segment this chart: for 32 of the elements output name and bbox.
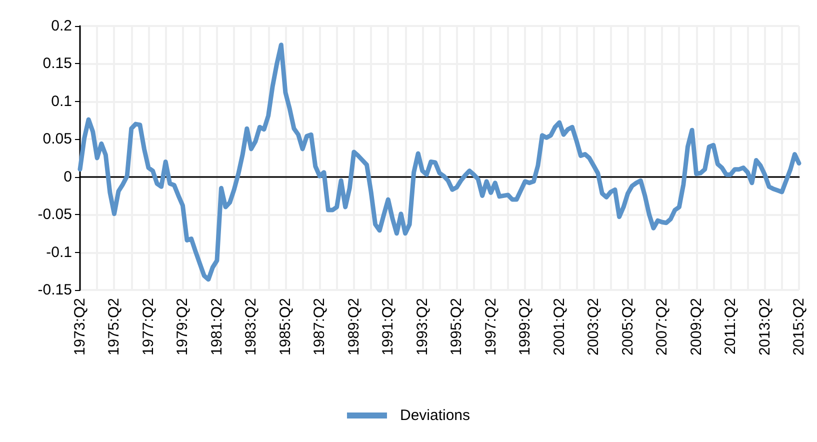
y-tick-label: 0.2 <box>51 18 72 34</box>
y-tick-label: -0.05 <box>38 206 72 224</box>
x-tick-label: 2011:Q2 <box>722 298 740 354</box>
x-tick-label: 1973:Q2 <box>72 298 88 356</box>
legend-label: Deviations <box>400 407 470 424</box>
x-tick-label: 1975:Q2 <box>106 298 123 356</box>
y-tick-label: -0.15 <box>38 282 72 298</box>
y-tick-label: 0.05 <box>42 130 72 148</box>
x-tick-label: 1985:Q2 <box>276 298 294 356</box>
x-tick-label: 1999:Q2 <box>516 298 534 356</box>
x-tick-label: 2001:Q2 <box>550 298 568 356</box>
x-tick-label: 2013:Q2 <box>756 298 774 356</box>
x-tick-label: 1997:Q2 <box>482 298 500 356</box>
x-tick-label: 1993:Q2 <box>414 298 431 356</box>
y-tick-label: 0 <box>64 168 72 186</box>
x-tick-label: 2009:Q2 <box>688 298 705 356</box>
y-tick-label: 0.15 <box>42 55 72 72</box>
x-tick-label: 2005:Q2 <box>619 298 636 356</box>
x-tick-label: 1989:Q2 <box>345 298 362 356</box>
x-tick-label: 1991:Q2 <box>380 298 397 356</box>
x-tick-label: 1979:Q2 <box>174 298 192 356</box>
x-tick-label: 1977:Q2 <box>140 298 157 356</box>
x-tick-label: 1995:Q2 <box>448 298 466 356</box>
x-tick-label: 1987:Q2 <box>311 298 328 356</box>
x-tick-label: 2003:Q2 <box>585 298 602 356</box>
line-series <box>78 42 802 282</box>
x-tick-label: 2007:Q2 <box>654 298 671 356</box>
y-tick-label: -0.1 <box>46 244 72 261</box>
x-tick-label: 1981:Q2 <box>208 298 226 356</box>
x-tick-label: 2015:Q2 <box>790 298 808 356</box>
x-tick-label: 1983:Q2 <box>242 298 260 356</box>
y-tick-label: 0.1 <box>51 92 72 110</box>
